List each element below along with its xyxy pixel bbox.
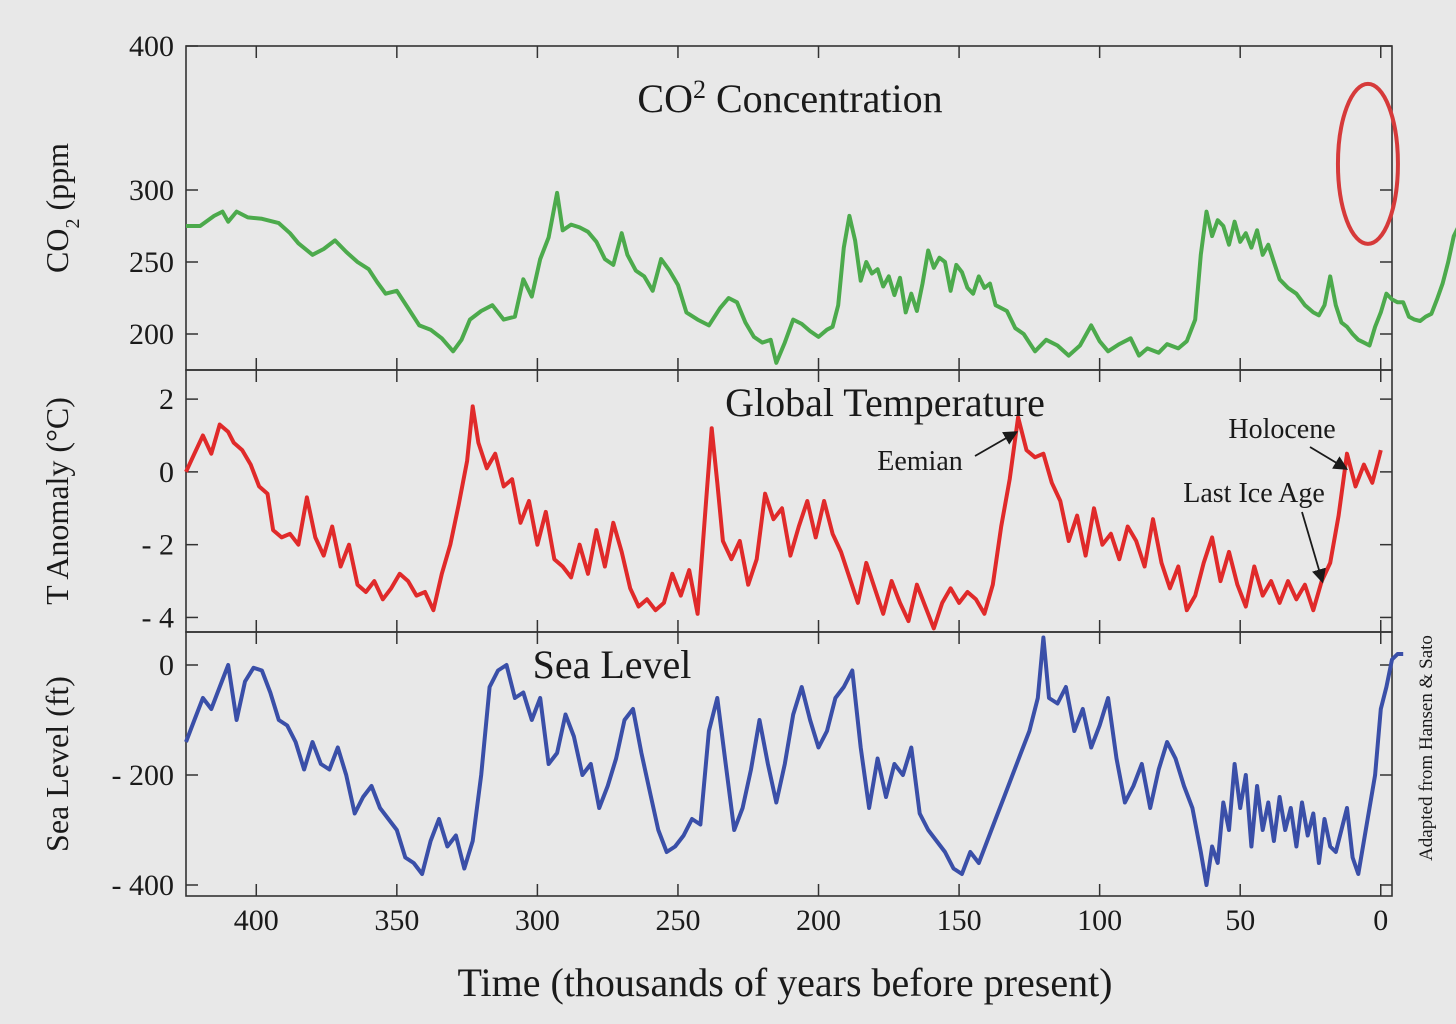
- panel-co2: 200 250 300 400 CO2 Concentration CO2 (ppm: [39, 30, 1456, 371]
- x-axis-label: Time (thousands of years before present): [457, 960, 1112, 1005]
- y-tick-label-co2: 250: [129, 246, 174, 279]
- y-tick-label-sea_level: 0: [159, 649, 174, 682]
- series-line-co2: [186, 190, 1456, 365]
- annotation-eemian: Eemian: [877, 446, 963, 477]
- panel-temperature: 2 0 - 2 - 4 Global Temperature T Anomaly (°C)…: [39, 369, 1393, 634]
- y-tick-label-co2: 200: [129, 318, 174, 351]
- panel-frame-sea_level: [185, 631, 1393, 897]
- annotation-arrow-eemian: [974, 431, 1019, 457]
- y-tick-label-co2: 400: [129, 30, 174, 63]
- y-tick-label-co2: 300: [129, 174, 174, 207]
- x-tick-label: 100: [1077, 904, 1122, 937]
- y-tick-label-temperature: - 2: [142, 529, 175, 562]
- panel-title-sea_level: Sea Level: [533, 642, 692, 687]
- x-axis: 400 350 300 250 200 150 100 50 0: [234, 904, 1388, 937]
- y-tick-label-temperature: 2: [159, 383, 174, 416]
- series-line-temperature: [184, 404, 1383, 631]
- annotation-last-ice-age: Last Ice Age: [1183, 478, 1325, 509]
- chart-panels: 200 250 300 400 CO2 Concentration CO2 (ppm 2 0 -…: [39, 30, 1456, 902]
- x-tick-label: 250: [655, 904, 700, 937]
- x-tick-label: 350: [374, 904, 419, 937]
- highlight-circle: [1335, 81, 1400, 246]
- y-tick-label-sea_level: - 200: [112, 759, 175, 792]
- x-tick-label: 0: [1373, 904, 1388, 937]
- panel-title-co2: CO2 Concentration: [637, 75, 942, 122]
- y-tick-label-temperature: - 4: [142, 601, 175, 634]
- annotation-arrow-last-ice-age: [1301, 511, 1326, 584]
- x-tick-label: 400: [234, 904, 279, 937]
- y-axis-label-co2: CO2 (ppm: [39, 143, 84, 273]
- y-tick-label-temperature: 0: [159, 456, 174, 489]
- x-tick-label: 200: [796, 904, 841, 937]
- annotation-arrow-holocene: [1309, 446, 1349, 470]
- series-line-sea_level: [184, 635, 1404, 887]
- y-axis-label-sea_level: Sea Level (ft): [39, 676, 75, 852]
- annotation-holocene: Holocene: [1228, 414, 1335, 445]
- x-tick-label: 150: [937, 904, 982, 937]
- x-tick-label: 50: [1225, 904, 1255, 937]
- credit-text: Adapted from Hansen & Sato: [1416, 635, 1437, 861]
- x-tick-label: 300: [515, 904, 560, 937]
- y-tick-label-sea_level: - 400: [112, 869, 175, 902]
- panel-title-temperature: Global Temperature: [725, 380, 1045, 425]
- panel-sea_level: 0 - 200 - 400 Sea Level Sea Level (ft): [39, 631, 1404, 902]
- y-axis-label-temperature: T Anomaly (°C): [39, 397, 75, 605]
